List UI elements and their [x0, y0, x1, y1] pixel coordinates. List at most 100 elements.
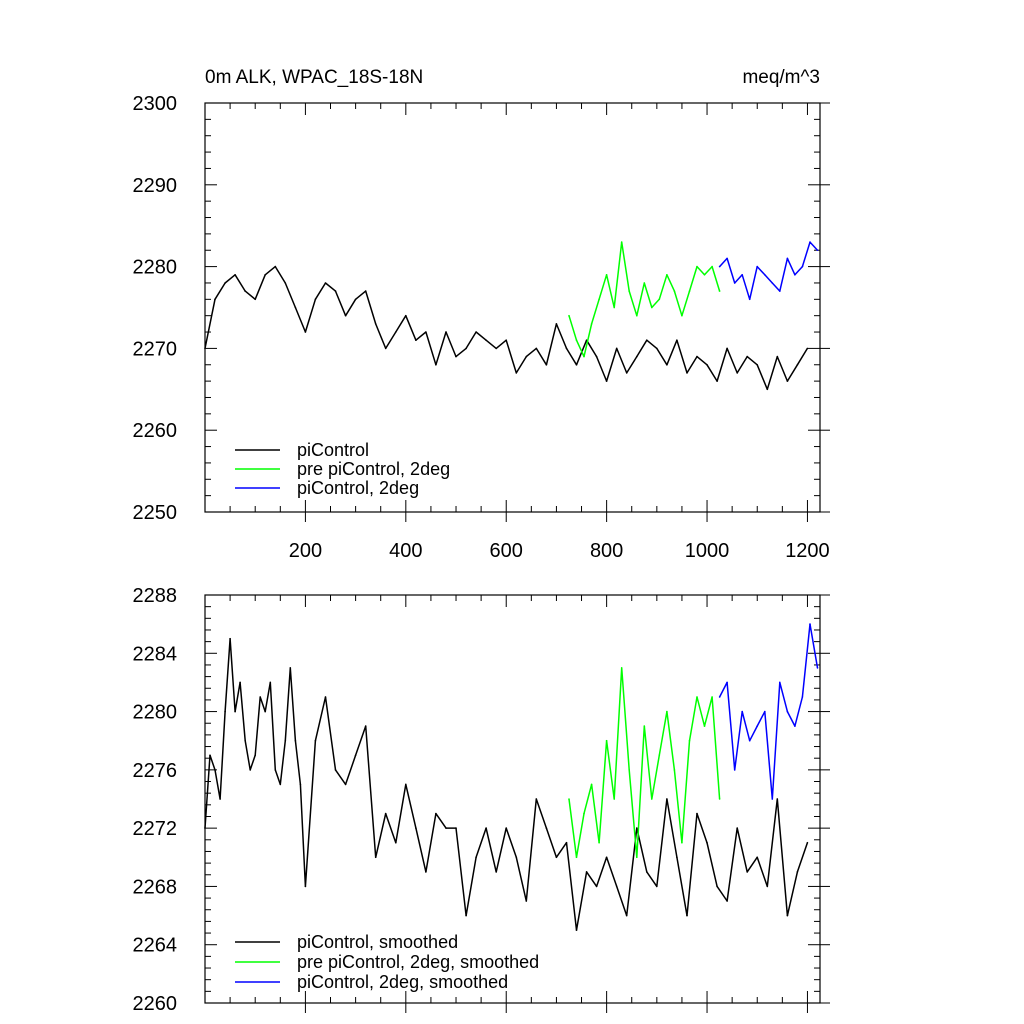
y-tick-label: 2300: [133, 93, 178, 115]
data-point: [646, 871, 648, 873]
data-point: [673, 290, 676, 292]
data-point: [801, 265, 804, 268]
series-line: [568, 241, 721, 358]
y-tick-label: 2290: [133, 175, 178, 197]
data-point: [726, 900, 728, 902]
data-point: [605, 856, 608, 859]
data-point: [234, 274, 236, 276]
data-point: [733, 282, 736, 284]
data-point: [209, 754, 211, 757]
data-point: [646, 339, 648, 342]
data-point: [716, 885, 718, 888]
data-point: [615, 347, 618, 350]
data-point: [395, 841, 397, 844]
data-point: [344, 783, 347, 786]
data-point: [435, 812, 437, 815]
x-tick-label: 800: [590, 540, 623, 562]
data-point: [374, 856, 377, 859]
data-point: [384, 812, 387, 815]
data-point: [294, 739, 297, 742]
data-point: [254, 754, 256, 757]
data-point: [415, 339, 417, 342]
data-point: [354, 298, 357, 301]
data-point: [681, 841, 683, 844]
data-point: [716, 380, 718, 382]
data-point: [628, 769, 630, 771]
data-point: [475, 856, 477, 859]
data-point: [264, 710, 267, 713]
data-point: [505, 827, 508, 829]
data-point: [575, 856, 578, 859]
data-point: [748, 298, 751, 301]
data-point: [565, 347, 568, 350]
data-point: [696, 696, 698, 698]
data-point: [696, 355, 698, 358]
data-point: [613, 306, 615, 309]
data-point: [718, 265, 721, 268]
data-point: [314, 298, 317, 301]
data-point: [756, 856, 758, 859]
data-point: [613, 798, 615, 800]
data-point: [590, 783, 593, 786]
data-point: [756, 364, 758, 366]
data-point: [796, 871, 799, 873]
data-point: [415, 827, 417, 829]
y-tick-label: 2270: [133, 338, 178, 360]
data-point: [636, 314, 638, 317]
data-point: [776, 355, 779, 358]
x-tick-label: 600: [490, 540, 523, 562]
data-point: [264, 274, 267, 276]
data-point: [555, 856, 558, 859]
data-point: [746, 871, 748, 873]
data-point: [625, 372, 628, 374]
data-point: [806, 347, 809, 350]
data-point: [766, 885, 769, 888]
data-point: [234, 710, 236, 713]
data-point: [806, 841, 809, 844]
data-point: [794, 725, 796, 727]
data-point: [673, 769, 676, 771]
data-point: [615, 885, 618, 888]
y-tick-label: 2284: [133, 643, 178, 665]
data-point: [786, 710, 789, 713]
legend-label: piControl, 2deg, smoothed: [297, 972, 508, 992]
data-point: [726, 257, 728, 260]
data-point: [666, 798, 668, 800]
y-tick-label: 2250: [133, 502, 178, 524]
data-point: [748, 739, 751, 742]
data-point: [475, 331, 477, 333]
data-point: [284, 282, 287, 284]
data-point: [656, 347, 658, 350]
data-point: [204, 827, 206, 829]
data-point: [435, 364, 437, 366]
data-point: [565, 841, 568, 844]
y-tick-label: 2276: [133, 760, 178, 782]
data-point: [741, 274, 743, 276]
data-point: [636, 827, 638, 829]
data-point: [204, 347, 206, 350]
data-point: [771, 798, 774, 800]
data-point: [676, 856, 678, 859]
data-point: [786, 914, 789, 917]
top-panel: 200 400 600 800 1000 1200 2250 2260 2270 2280 2290…: [133, 67, 830, 562]
y-tick-label: 2280: [133, 702, 178, 724]
data-point: [766, 388, 769, 391]
data-point: [535, 347, 538, 350]
series-line: [718, 623, 819, 800]
data-point: [726, 347, 728, 350]
y-tick-label: 2272: [133, 818, 178, 840]
data-point: [776, 798, 779, 800]
data-point: [515, 856, 518, 859]
data-point: [643, 282, 646, 284]
data-point: [779, 290, 781, 292]
data-point: [525, 355, 528, 358]
data-point: [771, 282, 774, 284]
data-point: [643, 725, 646, 727]
data-point: [746, 355, 748, 358]
data-point: [465, 347, 467, 350]
legend-label: piControl: [297, 440, 369, 460]
data-point: [628, 290, 630, 292]
y-tick-label: 2264: [133, 935, 178, 957]
data-point: [796, 364, 799, 366]
data-point: [620, 241, 623, 243]
